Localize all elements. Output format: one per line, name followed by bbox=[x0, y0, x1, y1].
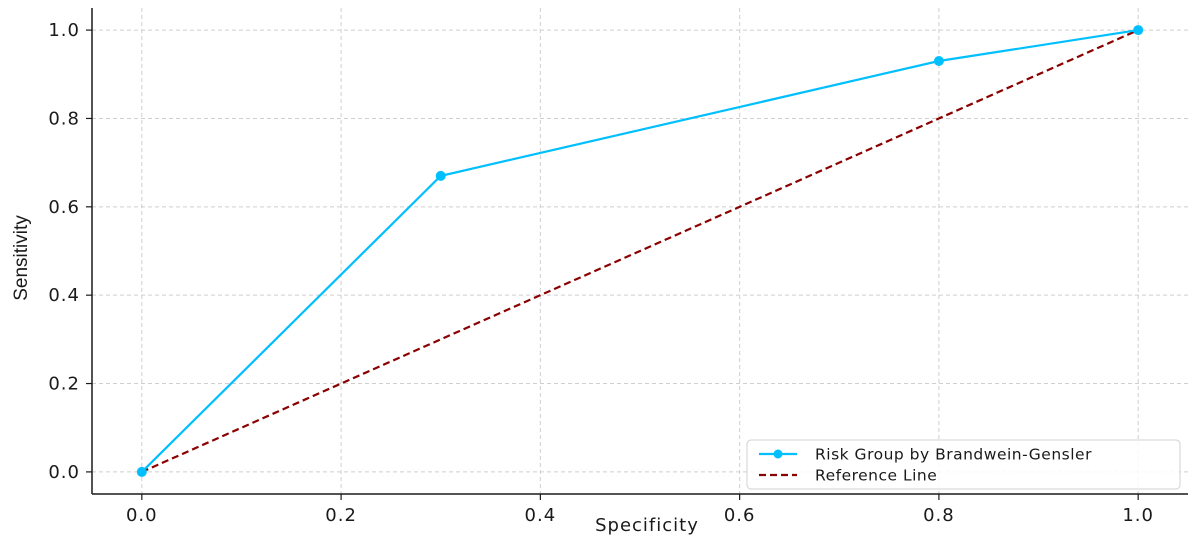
x-tick-label: 0.4 bbox=[525, 505, 557, 526]
y-tick-label: 0.4 bbox=[48, 285, 80, 306]
main-series bbox=[136, 25, 1144, 477]
x-tick-label: 0.8 bbox=[923, 505, 955, 526]
legend-marker bbox=[773, 449, 783, 459]
y-tick-label: 0.6 bbox=[48, 197, 80, 218]
reference-line bbox=[141, 29, 1139, 473]
x-axis-label: Specificity bbox=[595, 515, 699, 536]
x-tick-label: 1.0 bbox=[1122, 505, 1154, 526]
y-tick-label: 0.8 bbox=[48, 108, 80, 129]
roc-data-point bbox=[136, 466, 147, 477]
tick-labels: 0.0 0.2 0.4 0.6 0.8 1.0 0.0 0.2 0.4 0.6 0.8 1.0 bbox=[48, 20, 1154, 526]
reference-series bbox=[141, 29, 1139, 473]
x-tick-label: 0.0 bbox=[126, 505, 158, 526]
x-tick-label: 0.6 bbox=[724, 505, 756, 526]
y-tick-label: 1.0 bbox=[48, 20, 80, 41]
roc-data-point bbox=[435, 170, 446, 181]
legend-label: Risk Group by Brandwein-Gensler bbox=[815, 446, 1092, 464]
y-tick-label: 0.2 bbox=[48, 374, 80, 395]
legend: Risk Group by Brandwein-Gensler Reference… bbox=[746, 439, 1181, 490]
axes bbox=[86, 8, 1188, 500]
x-tick-label: 0.2 bbox=[325, 505, 357, 526]
roc-data-point bbox=[933, 56, 944, 67]
roc-data-point bbox=[1133, 25, 1144, 36]
y-axis-label: Sensitivity bbox=[11, 215, 32, 301]
legend-box bbox=[746, 439, 1181, 490]
legend-label: Reference Line bbox=[815, 467, 937, 485]
roc-curve-line bbox=[141, 29, 1139, 473]
y-tick-label: 0.0 bbox=[48, 462, 80, 483]
